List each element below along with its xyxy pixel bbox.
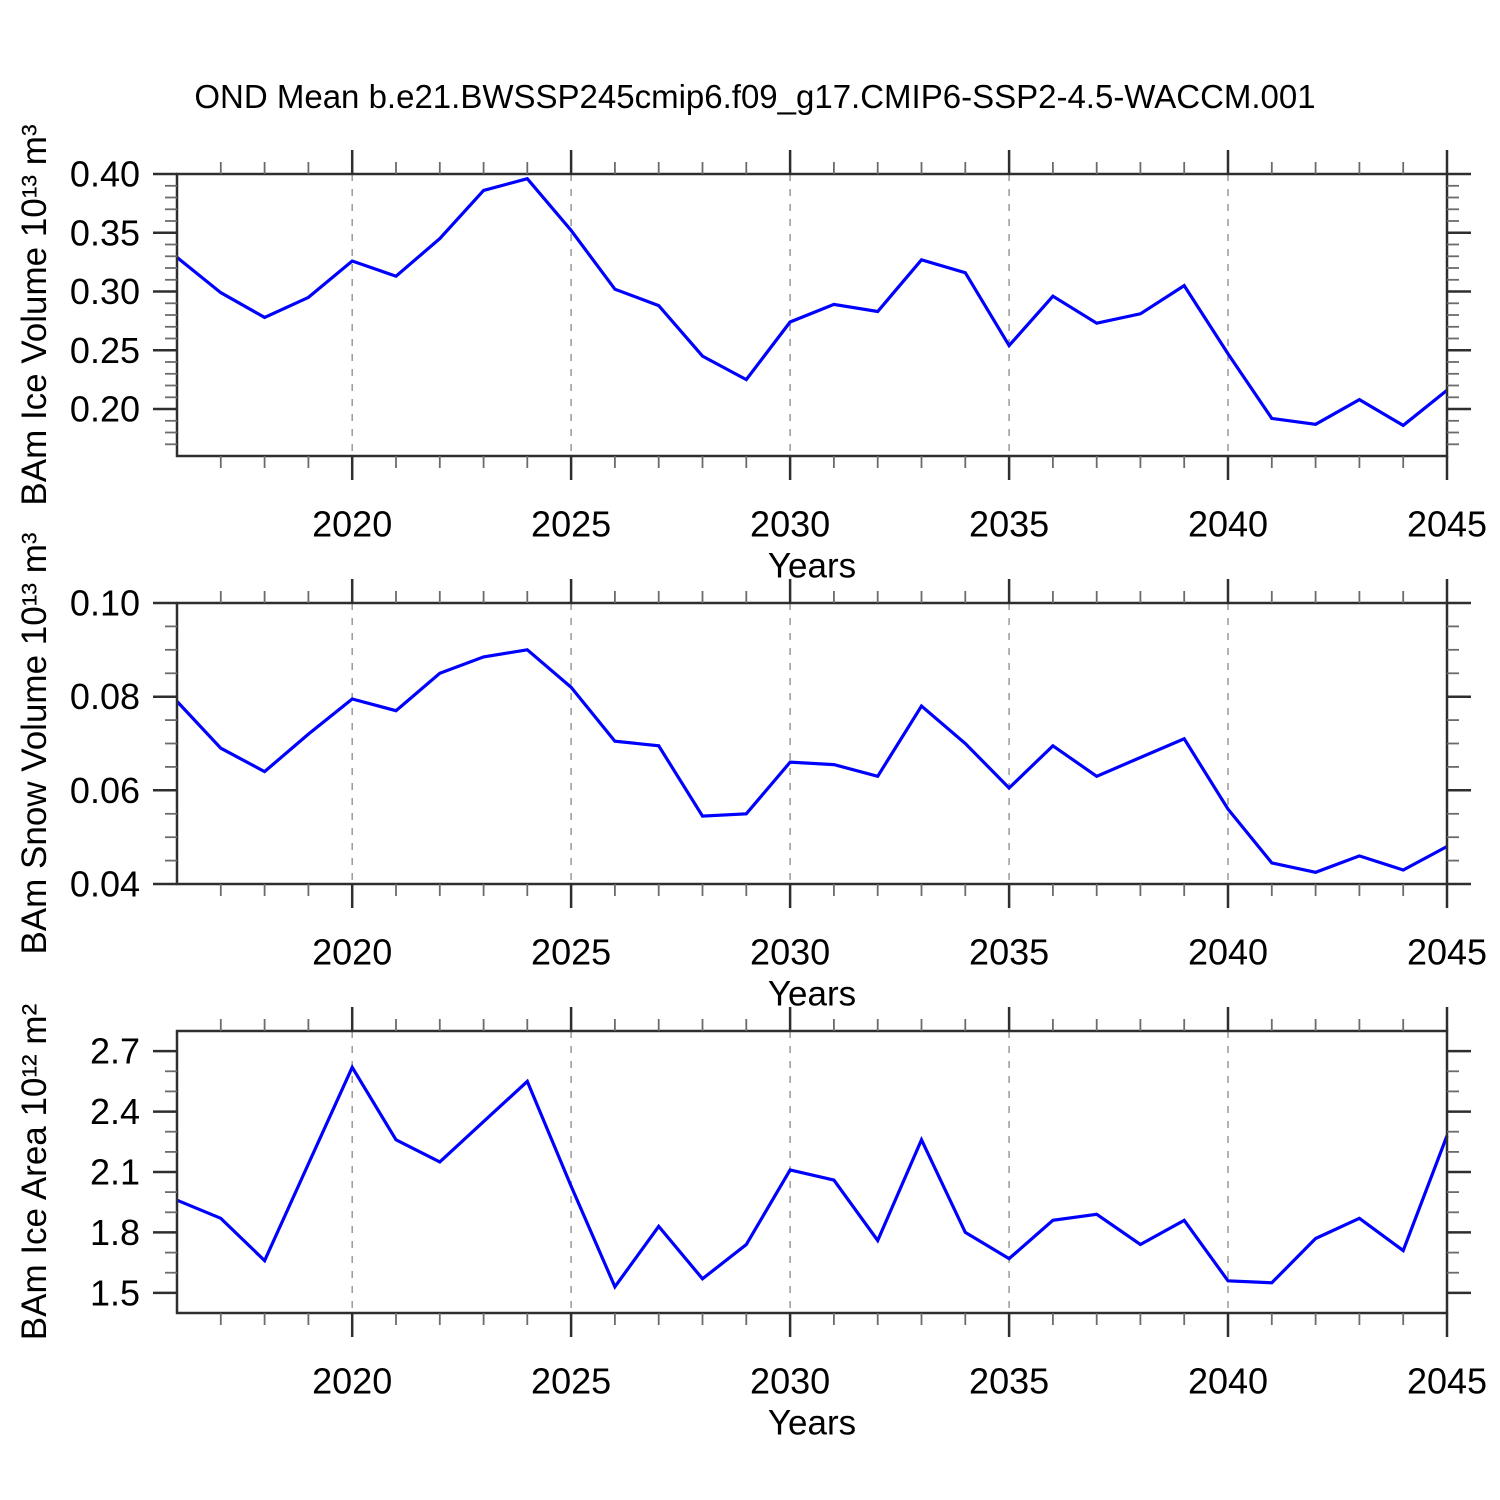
x-tick-label: 2045 <box>1407 504 1487 545</box>
x-tick-label: 2020 <box>312 1361 392 1402</box>
x-tick-label: 2040 <box>1188 504 1268 545</box>
y-tick-label: 2.7 <box>90 1031 140 1072</box>
x-tick-label: 2025 <box>531 504 611 545</box>
y-tick-label: 0.30 <box>70 271 140 312</box>
x-tick-label: 2040 <box>1188 932 1268 973</box>
y-axis-title: BAm Snow Volume 10¹³ m³ <box>15 532 54 954</box>
y-tick-label: 0.10 <box>70 583 140 624</box>
x-tick-label: 2045 <box>1407 932 1487 973</box>
data-line <box>175 176 1449 428</box>
y-tick-label: 1.5 <box>90 1272 140 1313</box>
x-tick-label: 2035 <box>969 1361 1049 1402</box>
data-line <box>175 648 1448 874</box>
x-axis-title: Years <box>768 975 856 1014</box>
y-axis-title: BAm Ice Area 10¹² m² <box>15 1004 54 1340</box>
x-tick-label: 2035 <box>969 504 1049 545</box>
x-tick-label: 2040 <box>1188 1361 1268 1402</box>
x-tick-label: 2030 <box>750 504 830 545</box>
y-tick-label: 0.20 <box>70 389 140 430</box>
y-axis-title: BAm Ice Volume 10¹³ m³ <box>15 124 54 505</box>
x-tick-label: 2045 <box>1407 1361 1487 1402</box>
x-tick-label: 2020 <box>312 932 392 973</box>
y-tick-label: 0.04 <box>70 864 140 905</box>
x-tick-label: 2020 <box>312 504 392 545</box>
y-tick-label: 0.06 <box>70 770 140 811</box>
plot-frame <box>175 1029 1449 1315</box>
y-tick-label: 0.40 <box>70 154 140 195</box>
x-tick-label: 2030 <box>750 932 830 973</box>
y-tick-label: 1.8 <box>90 1212 140 1253</box>
panel-2: 0.04 0.06 0.08 0.10 2020 2025 2030 2035 2040 2045… <box>15 532 1487 1013</box>
x-tick-label: 2030 <box>750 1361 830 1402</box>
x-axis-title: Years <box>768 1404 856 1443</box>
x-axis-title: Years <box>768 547 856 586</box>
x-tick-label: 2025 <box>531 932 611 973</box>
y-tick-label: 0.25 <box>70 330 140 371</box>
plot-title: OND Mean b.e21.BWSSP245cmip6.f09_g17.CMI… <box>194 78 1316 115</box>
y-tick-label: 0.08 <box>70 676 140 717</box>
panel-3: 1.5 1.8 2.1 2.4 2.7 2020 2025 2030 2035 2040 2045 Y… <box>15 1004 1487 1443</box>
plot-frame <box>175 172 1449 458</box>
x-tick-label: 2025 <box>531 1361 611 1402</box>
y-tick-label: 2.1 <box>90 1152 140 1193</box>
y-tick-label: 0.35 <box>70 212 140 253</box>
panel-1: 0.20 0.25 0.30 0.35 0.40 2020 2025 2030 2035 2040… <box>15 124 1487 585</box>
data-line <box>176 1063 1449 1291</box>
x-tick-label: 2035 <box>969 932 1049 973</box>
y-tick-label: 2.4 <box>90 1091 140 1132</box>
